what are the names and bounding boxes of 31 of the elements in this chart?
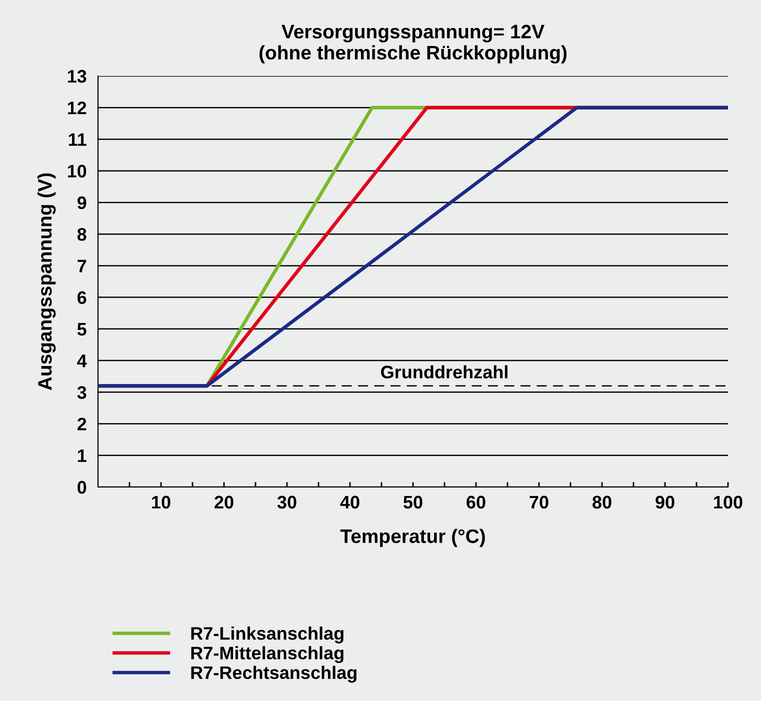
x-tick-label: 20 xyxy=(214,496,234,509)
y-tick-label: 12 xyxy=(68,102,86,114)
y-tick-label: 11 xyxy=(68,133,86,146)
y-tick-label: 10 xyxy=(68,164,86,178)
legend-label: R7-Rechtsanschlag xyxy=(191,666,356,683)
x-tick-label: 60 xyxy=(466,496,486,509)
x-tick-label: 50 xyxy=(404,496,422,509)
x-tick-label: 100 xyxy=(714,496,742,509)
x-tick-label: 30 xyxy=(277,496,296,509)
legend-label: R7-Mittelanschlag xyxy=(191,646,344,664)
y-tick-label: 7 xyxy=(78,260,86,272)
chart-title: Versorgungsspannung= 12V (ohne thermische Rückkopplung) xyxy=(259,24,567,64)
y-tick-label: 6 xyxy=(78,291,86,304)
x-axis-title: Temperatur (°C) xyxy=(340,528,485,547)
x-tick-label: 40 xyxy=(340,496,360,509)
y-tick-label: 1 xyxy=(78,450,86,462)
x-tick-label: 80 xyxy=(592,496,612,509)
legend-label: R7-Linksanschlag xyxy=(191,626,344,644)
y-tick-label: 0 xyxy=(78,480,86,494)
x-tick-label: 10 xyxy=(152,496,170,509)
y-tick-label: 2 xyxy=(77,418,86,430)
y-tick-label: 5 xyxy=(77,323,86,336)
y-axis-title: Ausgangsspannung (V) xyxy=(37,173,56,390)
x-tick-label: 90 xyxy=(656,496,674,509)
y-tick-label: 4 xyxy=(77,354,87,368)
y-tick-label: 3 xyxy=(77,386,86,399)
ref-line-label: Grunddrehzahl xyxy=(381,365,508,378)
x-tick-label: 70 xyxy=(530,496,548,509)
y-tick-label: 9 xyxy=(77,196,86,210)
y-tick-label: 8 xyxy=(77,228,86,241)
y-tick-label: 13 xyxy=(68,70,86,83)
